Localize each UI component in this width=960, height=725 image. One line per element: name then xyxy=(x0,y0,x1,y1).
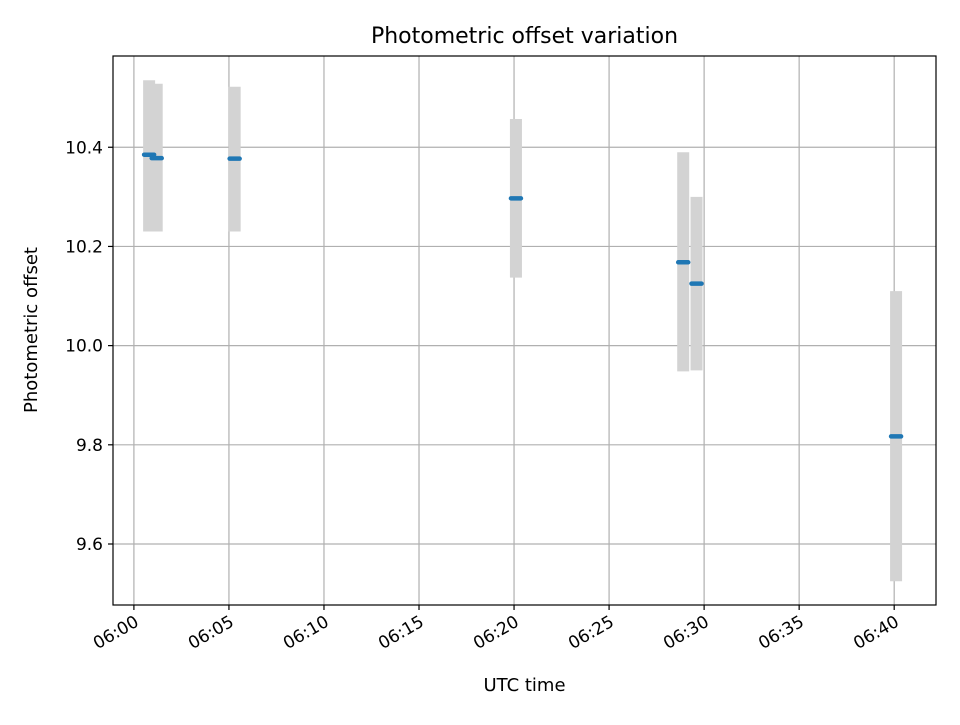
y-tick-label: 10.0 xyxy=(65,337,103,357)
chart-title: Photometric offset variation xyxy=(371,24,678,49)
x-axis-label: UTC time xyxy=(483,675,565,696)
data-point-layer xyxy=(141,152,904,439)
y-tick-label: 10.2 xyxy=(65,237,103,257)
plot-area-frame xyxy=(112,55,937,606)
grid-layer xyxy=(113,56,936,605)
y-axis-label: Photometric offset xyxy=(21,247,42,413)
y-tick-label: 9.8 xyxy=(76,436,103,456)
y-tick-label: 9.6 xyxy=(76,535,103,555)
y-tick-label: 10.4 xyxy=(65,138,103,158)
